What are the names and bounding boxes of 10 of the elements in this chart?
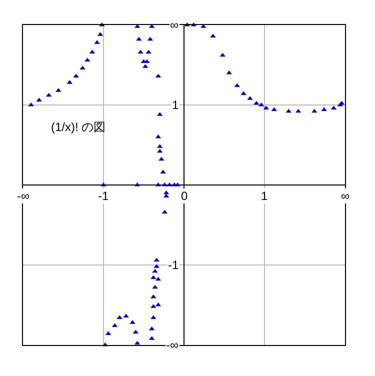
x-tick-label: 0: [181, 189, 188, 203]
y-tick-label: -∞: [166, 338, 179, 352]
x-tick-label: 1: [261, 189, 268, 203]
y-tick-label: -1: [168, 258, 179, 272]
annotation: (1/x)! の図: [51, 120, 106, 134]
x-tick-label: -1: [98, 189, 109, 203]
y-tick-label: ∞: [170, 18, 179, 32]
x-tick-label: -∞: [17, 189, 30, 203]
y-tick-label: 1: [172, 98, 179, 112]
x-tick-label: ∞: [341, 189, 350, 203]
